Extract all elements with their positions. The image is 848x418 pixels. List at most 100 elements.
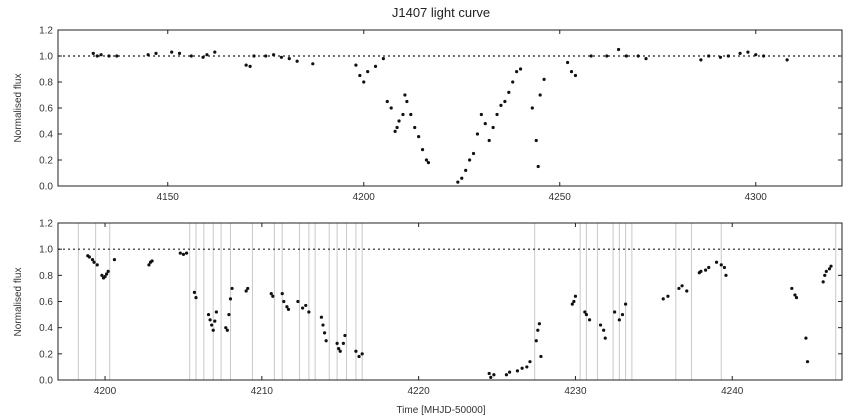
data-point: [636, 54, 640, 58]
bottom-panel-ylabel: Normalised flux: [13, 268, 24, 337]
data-point: [244, 289, 248, 293]
data-point: [244, 63, 248, 67]
data-point: [707, 54, 711, 58]
data-point: [192, 290, 197, 294]
chart-title: J1407 light curve: [392, 5, 490, 20]
data-point: [381, 57, 385, 61]
x-tick-label: 4220: [408, 386, 431, 397]
data-point: [707, 265, 711, 270]
data-point: [307, 310, 311, 314]
x-tick-label: 4210: [251, 386, 274, 397]
y-tick-label: 0.0: [39, 182, 53, 193]
data-point: [719, 263, 723, 267]
data-point: [92, 260, 96, 264]
data-point: [100, 273, 104, 277]
data-point: [311, 62, 315, 66]
x-tick-label: 4300: [745, 192, 768, 203]
data-point: [420, 148, 425, 152]
data-point: [703, 268, 708, 272]
x-tick-label: 4150: [157, 192, 180, 203]
data-point: [507, 90, 511, 94]
data-point: [538, 93, 542, 97]
data-point: [616, 47, 621, 52]
data-point: [214, 310, 218, 314]
y-tick-label: 0.2: [39, 156, 53, 167]
data-point: [335, 341, 339, 345]
data-point: [724, 273, 728, 277]
data-point: [487, 138, 491, 143]
data-point: [401, 112, 405, 117]
data-point: [282, 299, 286, 304]
data-point: [206, 312, 211, 317]
y-tick-label: 0.4: [39, 323, 53, 334]
data-point: [605, 54, 609, 58]
y-tick-label: 0.2: [39, 349, 53, 360]
data-point: [613, 310, 617, 314]
y-tick-label: 0.8: [39, 271, 53, 282]
data-point: [471, 151, 476, 156]
y-tick-label: 1.0: [39, 245, 53, 256]
data-point: [287, 57, 291, 61]
data-point: [573, 294, 578, 298]
x-tick-label: 4200: [353, 192, 376, 203]
data-point: [280, 292, 284, 296]
x-tick-label: 4200: [94, 386, 117, 397]
data-point: [177, 51, 182, 56]
data-point: [492, 373, 496, 377]
data-point: [537, 322, 541, 326]
y-tick-label: 0.6: [39, 297, 53, 308]
data-point: [718, 55, 723, 59]
data-point: [587, 318, 592, 322]
data-point: [107, 54, 111, 58]
data-point: [598, 323, 603, 327]
y-tick-label: 0.6: [39, 104, 53, 115]
data-point: [112, 258, 117, 262]
data-point: [150, 259, 154, 263]
data-point: [520, 366, 524, 370]
data-point: [322, 331, 327, 335]
data-point: [495, 112, 499, 117]
data-point: [475, 132, 480, 136]
data-point: [272, 53, 276, 57]
data-point: [534, 339, 538, 343]
y-tick-label: 0.4: [39, 130, 53, 141]
data-point: [666, 294, 670, 298]
data-point: [301, 306, 305, 310]
data-point: [536, 328, 540, 332]
data-point: [624, 54, 629, 58]
data-point: [483, 122, 487, 126]
data-point: [205, 53, 209, 57]
data-point: [479, 112, 483, 117]
data-point: [685, 289, 689, 293]
data-point: [341, 341, 345, 345]
data-point: [397, 119, 401, 123]
data-point: [403, 93, 407, 97]
data-point: [821, 280, 825, 284]
data-point: [468, 158, 472, 162]
data-point: [424, 158, 429, 162]
data-point: [456, 180, 460, 184]
data-point: [271, 294, 275, 298]
data-point: [211, 328, 215, 332]
data-point: [321, 323, 325, 327]
data-point: [746, 50, 750, 54]
data-point: [385, 99, 389, 104]
data-point: [426, 161, 431, 165]
data-point: [525, 365, 529, 369]
data-point: [115, 54, 119, 58]
data-point: [829, 264, 833, 268]
data-point: [154, 51, 158, 56]
data-point: [542, 77, 546, 81]
data-point: [699, 269, 703, 274]
data-point: [105, 272, 109, 276]
x-axis-label: Time [MHJD-50000]: [396, 405, 485, 416]
y-tick-label: 1.2: [39, 219, 53, 230]
data-point: [208, 318, 212, 322]
data-point: [246, 286, 250, 291]
data-point: [487, 371, 491, 376]
data-point: [499, 103, 503, 107]
data-point: [395, 125, 399, 130]
y-tick-label: 1.2: [39, 26, 53, 37]
data-point: [357, 354, 361, 359]
